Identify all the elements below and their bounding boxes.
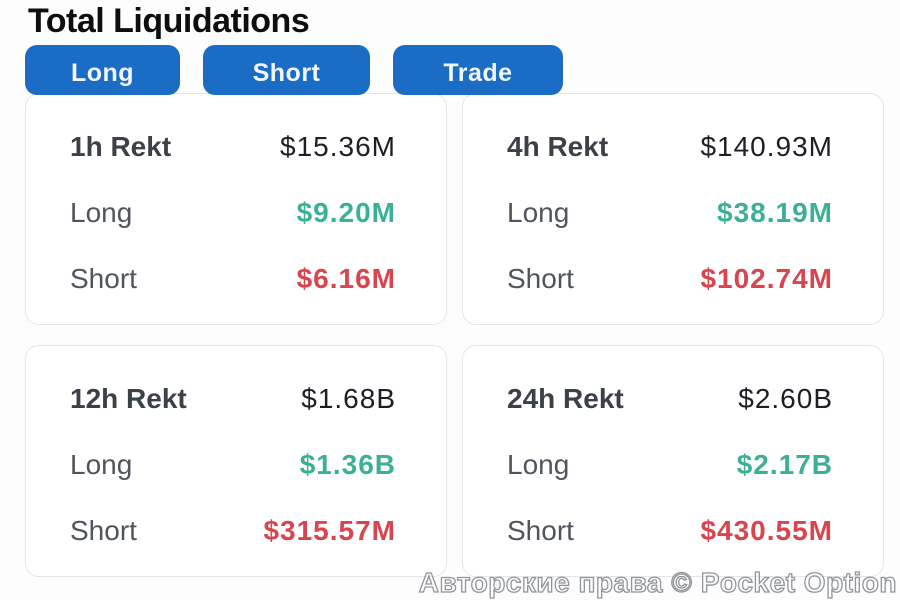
short-row: Short $430.55M — [507, 514, 833, 548]
short-label: Short — [507, 515, 574, 546]
liq-card-24h: 24h Rekt $2.60B Long $2.17B Short $430.5… — [462, 345, 884, 577]
short-label: Short — [70, 263, 137, 294]
long-label: Long — [507, 197, 570, 228]
short-value: $315.57M — [263, 515, 396, 546]
short-button[interactable]: Short — [203, 45, 370, 95]
liquidation-cards-grid: 1h Rekt $15.36M Long $9.20M Short $6.16M… — [25, 93, 884, 577]
liq-card-4h: 4h Rekt $140.93M Long $38.19M Short $102… — [462, 93, 884, 325]
long-row: Long $9.20M — [70, 196, 396, 230]
short-row: Short $102.74M — [507, 262, 833, 296]
total-value: $15.36M — [280, 131, 396, 162]
short-row: Short $315.57M — [70, 514, 396, 548]
rekt-row: 4h Rekt $140.93M — [507, 130, 833, 164]
long-row: Long $1.36B — [70, 448, 396, 482]
trade-button[interactable]: Trade — [393, 45, 563, 95]
short-row: Short $6.16M — [70, 262, 396, 296]
page-title: Total Liquidations — [28, 2, 310, 40]
long-value: $9.20M — [296, 197, 396, 228]
long-label: Long — [507, 449, 570, 480]
period-label: 4h Rekt — [507, 131, 609, 162]
rekt-row: 24h Rekt $2.60B — [507, 382, 833, 416]
rekt-row: 12h Rekt $1.68B — [70, 382, 396, 416]
period-label: 12h Rekt — [70, 383, 187, 414]
short-label: Short — [507, 263, 574, 294]
long-button[interactable]: Long — [25, 45, 180, 95]
total-value: $1.68B — [301, 383, 396, 414]
rekt-row: 1h Rekt $15.36M — [70, 130, 396, 164]
short-value: $102.74M — [700, 263, 833, 294]
period-label: 1h Rekt — [70, 131, 172, 162]
total-value: $140.93M — [700, 131, 833, 162]
long-value: $38.19M — [717, 197, 833, 228]
long-row: Long $2.17B — [507, 448, 833, 482]
long-value: $1.36B — [299, 449, 396, 480]
liq-card-12h: 12h Rekt $1.68B Long $1.36B Short $315.5… — [25, 345, 447, 577]
period-label: 24h Rekt — [507, 383, 624, 414]
short-value: $6.16M — [296, 263, 396, 294]
long-value: $2.17B — [736, 449, 833, 480]
long-row: Long $38.19M — [507, 196, 833, 230]
long-label: Long — [70, 449, 133, 480]
short-value: $430.55M — [700, 515, 833, 546]
short-label: Short — [70, 515, 137, 546]
long-label: Long — [70, 197, 133, 228]
filter-button-row: Long Short Trade — [25, 45, 884, 95]
total-value: $2.60B — [738, 383, 833, 414]
liq-card-1h: 1h Rekt $15.36M Long $9.20M Short $6.16M — [25, 93, 447, 325]
watermark: Авторские права © Pocket Option — [418, 566, 897, 598]
